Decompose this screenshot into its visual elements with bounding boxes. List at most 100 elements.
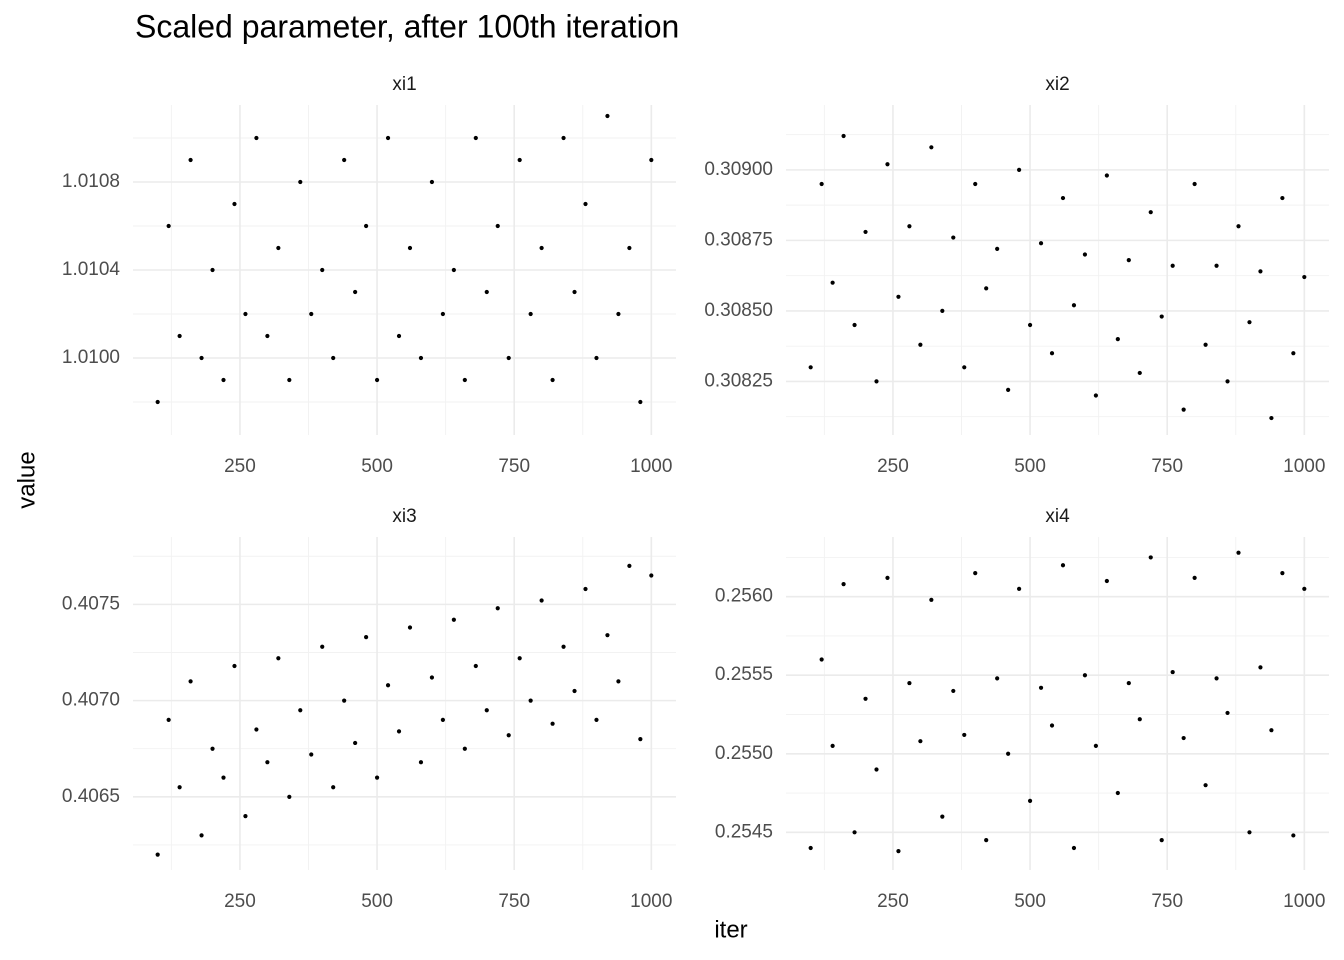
- point: [1017, 167, 1022, 172]
- point: [973, 571, 978, 576]
- point: [940, 814, 945, 819]
- point: [852, 322, 857, 328]
- x-tick-label: 750: [498, 456, 530, 477]
- point: [929, 145, 934, 150]
- x-tick-label: 750: [498, 891, 530, 912]
- point: [819, 657, 824, 662]
- y-tick-label: 1.0108: [62, 171, 120, 192]
- point: [539, 598, 544, 603]
- x-tick-label: 1000: [1283, 456, 1325, 477]
- point: [918, 739, 923, 744]
- point: [495, 606, 500, 611]
- point: [353, 289, 358, 295]
- point: [962, 732, 967, 738]
- point: [298, 708, 303, 713]
- point: [984, 838, 989, 843]
- point: [863, 696, 868, 701]
- point: [1247, 830, 1252, 835]
- point: [550, 377, 555, 383]
- point: [1115, 337, 1120, 342]
- point: [484, 289, 489, 295]
- point: [221, 377, 226, 383]
- point: [638, 399, 643, 405]
- point: [874, 379, 879, 384]
- point: [221, 775, 226, 780]
- point: [462, 377, 467, 383]
- point: [364, 634, 369, 640]
- point: [1280, 571, 1285, 576]
- chart-title: Scaled parameter, after 100th iteration: [135, 8, 679, 44]
- point: [1148, 210, 1153, 215]
- point: [1137, 370, 1142, 376]
- point: [1082, 252, 1088, 257]
- point: [1258, 269, 1263, 274]
- point: [583, 586, 588, 592]
- point: [995, 246, 1000, 251]
- point: [1214, 263, 1219, 268]
- point: [265, 333, 270, 339]
- point: [1170, 263, 1175, 268]
- point: [1214, 676, 1219, 681]
- point: [1170, 669, 1175, 675]
- point: [808, 365, 813, 370]
- point: [1302, 586, 1307, 591]
- point: [940, 308, 945, 313]
- point: [1225, 710, 1230, 716]
- x-tick-label: 250: [224, 456, 256, 477]
- point: [396, 333, 402, 339]
- point: [1269, 415, 1274, 421]
- point: [506, 733, 511, 738]
- point: [385, 683, 391, 688]
- point: [396, 729, 402, 734]
- point: [517, 656, 522, 661]
- point: [995, 676, 1000, 681]
- point: [1247, 320, 1252, 325]
- point: [243, 814, 248, 819]
- point: [276, 245, 281, 251]
- point: [1148, 555, 1153, 560]
- point: [1093, 743, 1098, 749]
- point: [177, 785, 182, 790]
- panel-title: xi2: [1045, 74, 1069, 95]
- point: [1192, 575, 1197, 580]
- point: [561, 644, 566, 649]
- y-tick-label: 0.4065: [62, 786, 120, 807]
- y-tick-label: 0.2555: [715, 664, 773, 685]
- point: [841, 133, 846, 139]
- point: [896, 849, 901, 854]
- x-axis-label: iter: [714, 916, 747, 943]
- y-tick-label: 0.30875: [704, 229, 773, 250]
- point: [918, 342, 923, 347]
- x-tick-label: 500: [361, 891, 393, 912]
- point: [166, 717, 171, 722]
- point: [539, 245, 544, 251]
- point: [462, 746, 467, 751]
- point: [254, 727, 259, 732]
- point: [638, 737, 643, 742]
- point: [320, 267, 325, 273]
- x-tick-label: 250: [877, 891, 909, 912]
- y-tick-label: 0.2550: [715, 743, 773, 764]
- panel-title: xi4: [1045, 506, 1070, 527]
- point: [188, 679, 193, 684]
- point: [616, 311, 621, 317]
- point: [984, 286, 989, 291]
- point: [1082, 673, 1088, 678]
- x-tick-label: 1000: [1283, 891, 1325, 912]
- point: [819, 181, 824, 187]
- y-tick-label: 0.30850: [704, 300, 773, 321]
- point: [594, 355, 599, 361]
- point: [407, 245, 413, 251]
- point: [1269, 728, 1274, 733]
- point: [265, 760, 270, 765]
- x-tick-label: 250: [224, 891, 256, 912]
- point: [830, 280, 835, 285]
- point: [605, 113, 610, 119]
- point: [1038, 241, 1044, 246]
- point: [320, 644, 325, 649]
- point: [572, 688, 577, 694]
- point: [1258, 665, 1263, 670]
- x-tick-label: 500: [361, 456, 393, 477]
- point: [1104, 173, 1109, 178]
